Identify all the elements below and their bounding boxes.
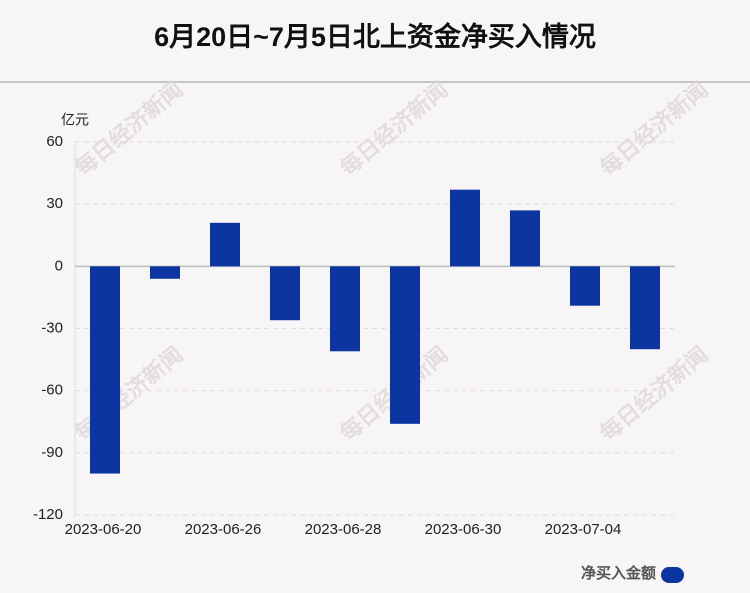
bar [90, 266, 120, 474]
y-tick-label: 0 [55, 257, 63, 274]
y-tick-label: 60 [46, 133, 63, 150]
y-tick-label: -90 [41, 444, 63, 461]
y-tick-label: -30 [41, 319, 63, 336]
bar [210, 222, 240, 267]
legend-swatch [661, 567, 684, 583]
x-tick-label: 2023-06-20 [65, 521, 142, 538]
y-tick-label: -60 [41, 382, 63, 399]
bar [510, 210, 540, 267]
x-tick-label: 2023-07-04 [545, 521, 622, 538]
chart-title: 6月20日~7月5日北上资金净买入情况 [154, 21, 596, 52]
x-tick-label: 2023-06-30 [425, 521, 502, 538]
legend-label: 净买入金额 [581, 564, 656, 582]
y-unit: 亿元 [61, 112, 89, 128]
bar [570, 266, 600, 306]
y-tick-label: 30 [46, 195, 63, 212]
bar [450, 189, 480, 267]
bar [330, 266, 360, 352]
x-tick-label: 2023-06-28 [305, 521, 382, 538]
bar [630, 266, 660, 350]
bar [270, 266, 300, 321]
x-tick-label: 2023-06-26 [185, 521, 262, 538]
bar [390, 266, 420, 424]
bar [150, 266, 180, 279]
y-tick-label: -120 [33, 506, 63, 523]
